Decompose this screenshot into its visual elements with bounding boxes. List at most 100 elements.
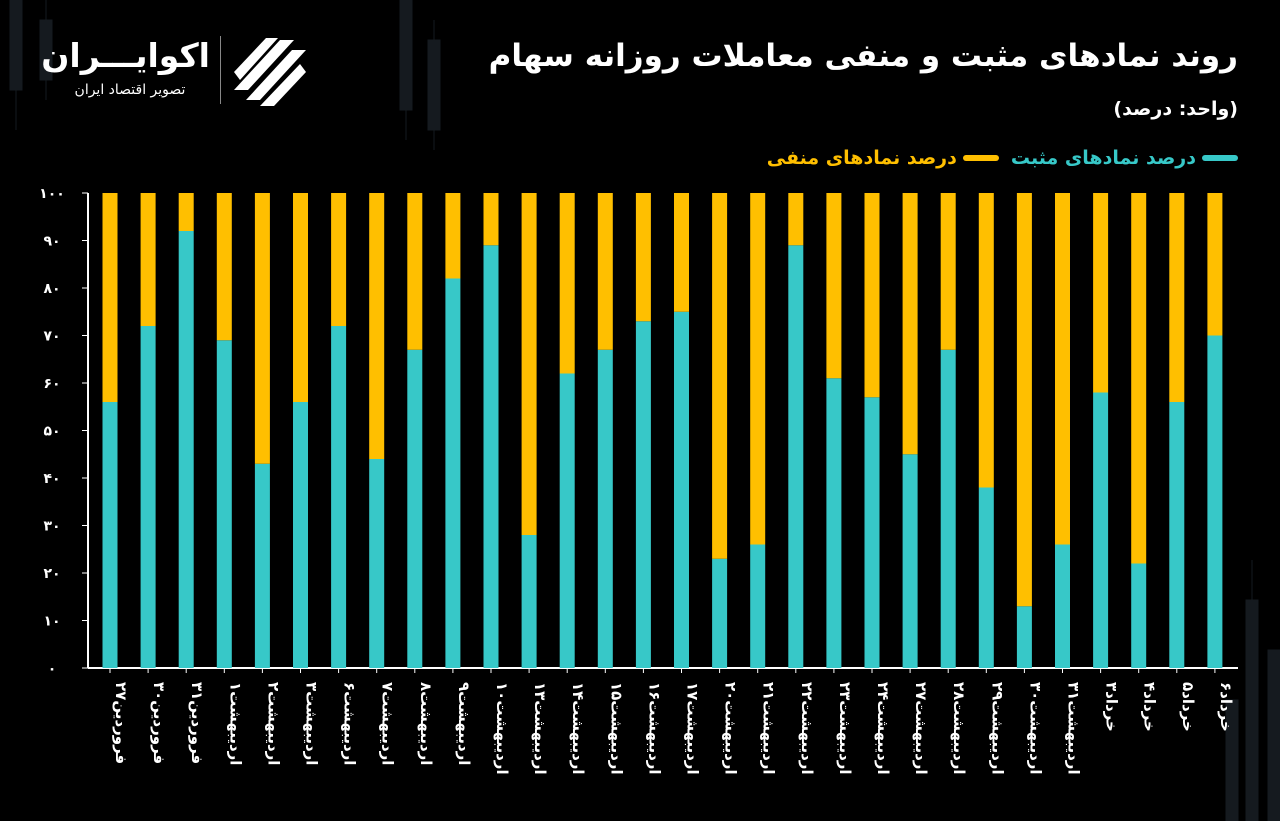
x-tick-label: اردیبهشت۲۷ [912, 682, 930, 775]
bar-positive [788, 245, 804, 668]
x-tick-label: اردیبهشت۲ [264, 682, 282, 765]
x-tick-label: اردیبهشت۱۷ [684, 682, 702, 775]
bar-positive [559, 373, 575, 668]
bar-negative [712, 193, 728, 559]
bar-negative [254, 193, 270, 464]
legend-label-negative: درصد نمادهای منفی [766, 147, 957, 169]
bar-negative [750, 193, 766, 545]
x-tick-label: اردیبهشت۱۴ [569, 682, 587, 775]
bar-positive [407, 349, 423, 668]
bar-positive [635, 321, 651, 668]
bar-positive [864, 397, 880, 668]
bar-negative [1055, 193, 1070, 545]
bar-positive [902, 454, 918, 668]
bar-positive [1055, 544, 1070, 668]
chart-title: روند نمادهای مثبت و منفی معاملات روزانه … [488, 38, 1238, 74]
x-tick-label: فروردین۳۰ [150, 682, 168, 764]
x-tick-label: اردیبهشت۲۹ [988, 682, 1006, 775]
y-tick-label: ۳۰ [43, 519, 60, 535]
bar-positive [712, 558, 728, 668]
y-tick-label: ۹۰ [43, 234, 60, 250]
x-tick-label: اردیبهشت۲۰ [722, 682, 740, 775]
bar-negative [1169, 193, 1185, 402]
y-tick-label: ۲۰ [43, 566, 60, 582]
bar-positive [1016, 606, 1032, 668]
bar-negative [559, 193, 575, 374]
x-tick-label: فروردین۳۱ [188, 682, 206, 764]
y-tick-label: ۸۰ [43, 281, 60, 297]
bar-positive [140, 326, 156, 668]
bar-negative [597, 193, 613, 350]
y-tick-label: ۶۰ [43, 376, 60, 392]
x-tick-label: اردیبهشت۷ [379, 682, 397, 765]
chart-unit: (واحد: درصد) [1113, 98, 1238, 120]
x-tick-label: اردیبهشت۱۵ [607, 682, 625, 775]
legend-label-positive: درصد نمادهای مثبت [1010, 147, 1196, 169]
y-tick-label: ۱۰ [43, 614, 60, 630]
x-tick-label: اردیبهشت۳۱ [1065, 682, 1083, 775]
y-tick-label: ۵۰ [43, 424, 60, 440]
bar-positive [369, 459, 385, 668]
bar-positive [597, 349, 613, 668]
x-tick-label: خرداد۵ [1179, 682, 1197, 732]
bar-positive [826, 378, 842, 668]
bar-positive [483, 245, 499, 668]
bar-negative [293, 193, 308, 402]
bar-negative [940, 193, 956, 350]
bar-positive [1131, 563, 1147, 668]
bar-negative [445, 193, 461, 279]
y-tick-label: ۴۰ [43, 471, 60, 487]
x-tick-label: خرداد۳ [1103, 682, 1121, 732]
x-tick-label: اردیبهشت۶ [341, 682, 359, 765]
logo: اکوایـــران تصویر اقتصاد ایران [41, 32, 310, 112]
bar-positive [102, 402, 118, 668]
bar-negative [635, 193, 651, 322]
bar-positive [254, 463, 270, 668]
bar-positive [293, 402, 308, 668]
bar-negative [216, 193, 232, 341]
y-tick-label: ۰ [48, 661, 57, 677]
bar-negative [407, 193, 423, 350]
bar-negative [864, 193, 880, 398]
x-tick-label: اردیبهشت۱۰ [493, 682, 511, 775]
x-tick-label: خرداد۶ [1217, 682, 1235, 732]
bar-positive [978, 487, 994, 668]
bar-negative [102, 193, 118, 402]
x-tick-label: اردیبهشت۳۰ [1026, 682, 1044, 775]
logo-subtitle: تصویر اقتصاد ایران [74, 82, 186, 98]
y-tick-label: ۱۰۰ [39, 186, 65, 202]
x-tick-label: اردیبهشت۹ [455, 682, 473, 765]
bar-positive [674, 311, 689, 668]
bar-positive [445, 278, 461, 668]
bar-positive [1207, 335, 1223, 668]
x-tick-label: اردیبهشت۲۴ [874, 682, 892, 775]
x-tick-label: اردیبهشت۳ [303, 682, 321, 765]
x-tick-label: اردیبهشت۲۱ [760, 682, 778, 775]
bar-positive [940, 349, 956, 668]
bar-negative [1016, 193, 1032, 607]
x-tick-label: اردیبهشت۲۳ [836, 682, 854, 775]
bar-negative [1207, 193, 1223, 336]
bar-negative [331, 193, 347, 326]
bar-positive [216, 340, 232, 668]
x-tick-label: اردیبهشت۲۸ [950, 682, 968, 775]
bar-negative [902, 193, 918, 455]
bar-negative [369, 193, 385, 459]
bar-positive [331, 326, 347, 668]
bar-negative [140, 193, 156, 326]
bar-negative [788, 193, 804, 246]
bar-positive [1169, 402, 1185, 668]
bar-negative [1131, 193, 1147, 564]
legend-swatch-positive [1202, 155, 1238, 161]
bar-negative [674, 193, 689, 312]
bar-positive [521, 535, 537, 668]
x-tick-label: اردیبهشت۲۲ [798, 682, 816, 775]
bar-positive [750, 544, 766, 668]
bar-negative [826, 193, 842, 379]
y-tick-label: ۷۰ [43, 329, 60, 345]
chart-legend: درصد نمادهای مثبت درصد نمادهای منفی [767, 147, 1238, 169]
x-tick-label: اردیبهشت۱۶ [645, 682, 663, 775]
bar-positive [178, 231, 194, 668]
x-tick-label: اردیبهشت۱۳ [531, 682, 549, 775]
